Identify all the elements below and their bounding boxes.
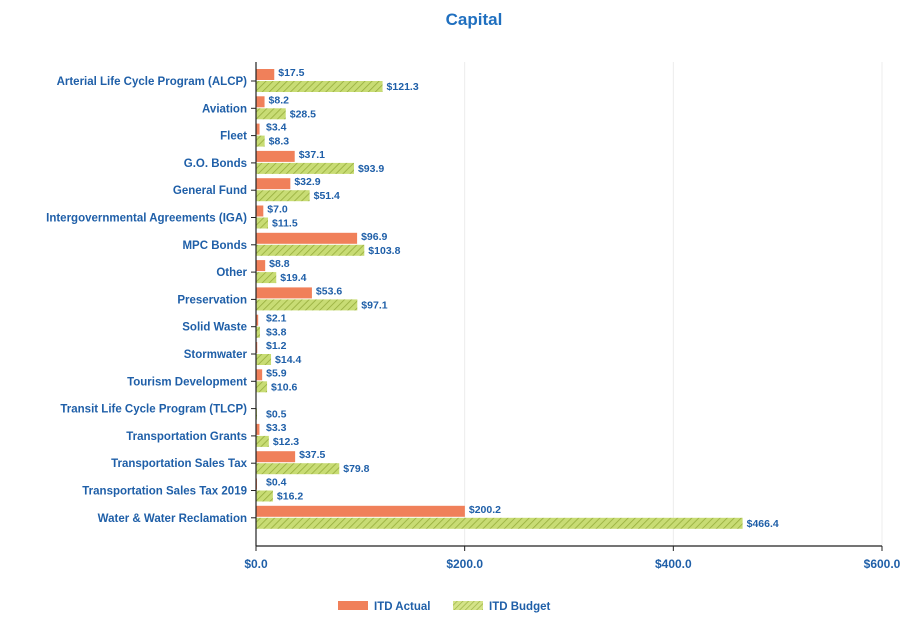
category-label: MPC Bonds (182, 240, 247, 252)
category-label: Water & Water Reclamation (98, 513, 247, 525)
legend-label-actual: ITD Actual (374, 601, 430, 613)
data-label-itd-budget: $466.4 (747, 518, 779, 530)
bar-itd-actual (256, 205, 264, 217)
category-label: General Fund (173, 185, 247, 197)
category-label: Transportation Sales Tax 2019 (82, 486, 247, 498)
bar-itd-budget (256, 244, 365, 256)
bar-itd-budget (256, 381, 268, 393)
category-label: Solid Waste (182, 322, 247, 334)
bar-itd-actual (256, 150, 295, 162)
x-tick-label: $0.0 (244, 557, 268, 571)
data-label-itd-budget: $97.1 (361, 299, 387, 311)
data-label-itd-actual: $7.0 (267, 204, 288, 216)
legend-label-budget: ITD Budget (489, 601, 550, 613)
data-label-itd-actual: $3.3 (266, 422, 287, 434)
x-tick-label: $200.0 (446, 557, 483, 571)
bar-itd-budget (256, 272, 277, 284)
data-label-itd-actual: $96.9 (361, 231, 387, 243)
bar-itd-budget (256, 435, 269, 447)
category-label: Transportation Sales Tax (111, 458, 248, 470)
bar-itd-budget (256, 354, 272, 365)
data-label-itd-budget: $121.3 (387, 81, 419, 93)
category-label: Transportation Grants (126, 431, 247, 443)
data-label-itd-budget: $79.8 (343, 463, 369, 475)
chart-title: Capital (446, 10, 503, 29)
bar-itd-budget (256, 162, 354, 174)
bar-itd-actual (256, 287, 312, 299)
bar-itd-actual (256, 96, 265, 108)
data-label-itd-actual: $53.6 (316, 285, 342, 297)
bar-itd-actual (256, 232, 358, 244)
legend: ITD Actual ITD Budget (338, 601, 550, 613)
data-label-itd-budget: $12.3 (273, 436, 299, 448)
bar-itd-actual (256, 260, 266, 272)
legend-swatch-budget (453, 601, 483, 610)
data-label-itd-actual: $200.2 (469, 504, 501, 516)
data-label-itd-actual: $3.4 (266, 122, 287, 134)
bar-itd-budget (256, 135, 265, 147)
data-label-itd-budget: $93.9 (358, 163, 384, 175)
bar-itd-actual (256, 342, 258, 353)
data-label-itd-budget: $3.8 (266, 327, 287, 339)
bar-itd-actual (256, 69, 275, 80)
bar-itd-actual (256, 314, 259, 326)
bar-itd-actual (256, 123, 260, 135)
bar-itd-actual (256, 451, 296, 463)
data-label-itd-actual: $1.2 (266, 340, 287, 352)
category-label: Other (216, 267, 247, 279)
x-tick-label: $600.0 (864, 557, 901, 571)
data-label-itd-budget: $16.2 (277, 491, 303, 503)
data-label-itd-actual: $2.1 (266, 313, 287, 325)
bar-itd-budget (256, 217, 268, 229)
category-label: Stormwater (184, 349, 248, 361)
bars (256, 69, 743, 529)
category-label: Transit Life Cycle Program (TLCP) (60, 404, 247, 416)
data-label-itd-budget: $19.4 (280, 272, 306, 284)
gridlines (251, 62, 883, 551)
x-tick-label: $400.0 (655, 557, 692, 571)
data-label-itd-actual: $8.8 (269, 258, 290, 270)
data-label-itd-budget: $8.3 (269, 136, 290, 148)
category-label: Fleet (220, 131, 247, 143)
data-label-itd-actual: $0.4 (266, 477, 287, 489)
bar-itd-budget (256, 517, 743, 529)
bar-itd-actual (256, 178, 291, 190)
data-label-itd-budget: $10.6 (271, 381, 297, 393)
data-label-itd-actual: $37.5 (299, 449, 325, 461)
category-label: Tourism Development (127, 376, 247, 388)
bar-itd-budget (256, 81, 383, 92)
category-label: Arterial Life Cycle Program (ALCP) (57, 76, 248, 88)
data-label-itd-budget: $0.5 (266, 409, 287, 421)
data-label-itd-budget: $103.8 (368, 245, 400, 257)
bar-itd-actual (256, 505, 465, 517)
data-label-itd-actual: $8.2 (269, 94, 290, 106)
data-label-itd-actual: $32.9 (294, 176, 320, 188)
category-label: G.O. Bonds (184, 158, 247, 170)
bar-itd-actual (256, 369, 263, 381)
data-label-itd-budget: $28.5 (290, 108, 316, 120)
data-label-itd-actual: $17.5 (278, 67, 304, 79)
bar-itd-budget (256, 190, 310, 202)
legend-swatch-actual (338, 601, 368, 610)
bar-itd-budget (256, 490, 273, 502)
bar-itd-budget (256, 463, 340, 475)
data-label-itd-budget: $11.5 (272, 218, 298, 230)
bar-itd-actual (256, 423, 260, 435)
category-label: Aviation (202, 103, 247, 115)
bar-itd-budget (256, 108, 286, 120)
axes (255, 62, 882, 547)
data-label-itd-actual: $5.9 (266, 367, 287, 379)
data-label-itd-budget: $14.4 (275, 354, 301, 366)
data-label-itd-actual: $37.1 (299, 149, 325, 161)
category-label: Preservation (177, 294, 247, 306)
bar-itd-budget (256, 299, 358, 311)
data-label-itd-budget: $51.4 (314, 190, 340, 202)
labels: $0.0 $200.0 $400.0 $600.0 Arterial Life Cycl… (46, 67, 901, 571)
category-label: Intergovernmental Agreements (IGA) (46, 213, 247, 225)
bar-itd-budget (256, 326, 260, 338)
